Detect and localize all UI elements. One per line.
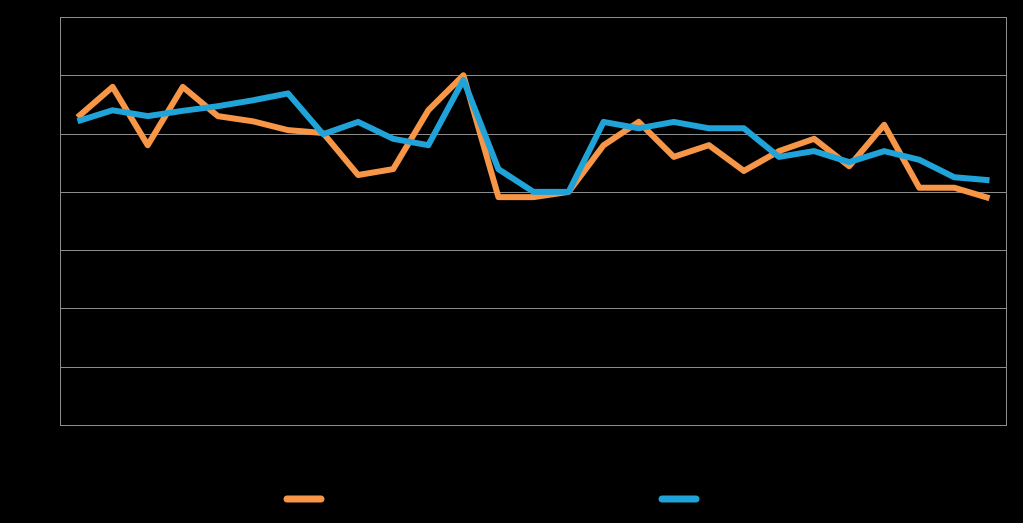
series-line [76, 76, 990, 195]
